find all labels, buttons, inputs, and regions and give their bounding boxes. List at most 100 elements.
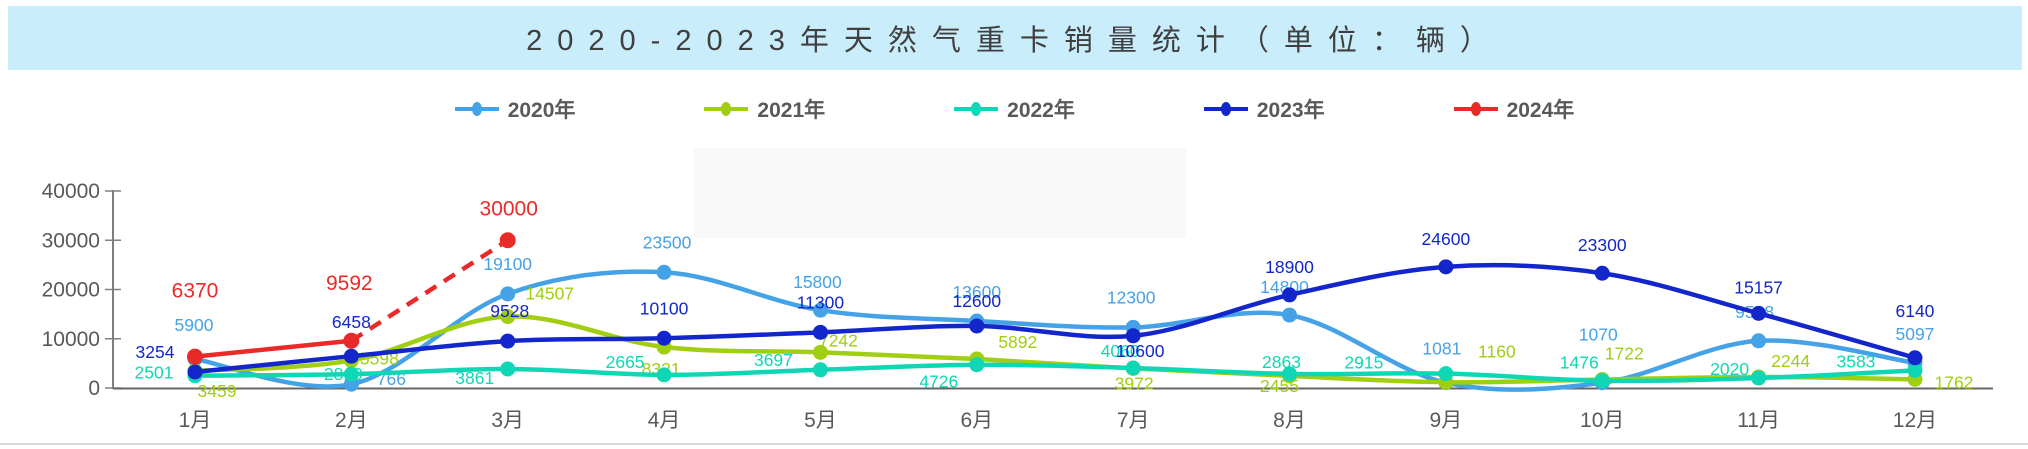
x-tick-label: 12月 [1893,409,1937,432]
data-label: 5097 [1895,324,1934,344]
data-label: 9528 [490,301,529,321]
series-line [350,238,509,343]
y-tick-label: 40000 [42,180,100,203]
data-point [656,330,672,346]
data-point [343,366,359,382]
y-tick-label: 30000 [42,229,100,252]
legend-item-label: 2020年 [507,99,576,122]
data-point [812,324,828,340]
data-point [343,332,360,349]
data-label: 5900 [175,315,214,335]
data-point [187,364,203,380]
data-point [1751,370,1767,386]
legend-marker-icon [704,102,749,116]
legend-item-2022[interactable]: 2022年 [953,94,1075,124]
data-point [812,302,828,318]
x-tick-label: 6月 [960,409,993,432]
data-label: 3254 [136,342,175,362]
data-point [812,344,828,360]
data-point [1282,287,1298,303]
data-label: 1476 [1560,353,1599,373]
data-point [1751,333,1767,349]
legend-item-label: 2021年 [757,99,826,122]
legend-marker-icon [1453,102,1498,116]
data-point [656,367,672,383]
data-label: 1160 [1478,341,1516,361]
data-point [1282,307,1298,323]
data-point [343,348,359,364]
bottom-divider [0,443,2028,445]
data-label: 1081 [1422,339,1461,359]
data-label: 1762 [1934,372,1973,392]
x-tick-label: 1月 [179,409,212,432]
x-tick-label: 4月 [648,409,681,432]
data-label: 10100 [640,298,689,318]
data-point [1282,366,1298,382]
data-label: 2819 [324,364,363,384]
data-point [1438,366,1454,382]
data-label: 5892 [998,332,1037,352]
series-2022: 2501 2819 3861 2665 3697 4726 4060 2863 2915 1476… [135,341,1923,392]
data-label: 14507 [525,284,574,304]
data-point [969,357,985,373]
series-line [194,338,352,359]
data-label: 19100 [483,254,532,274]
data-label: 7242 [819,330,858,350]
data-point [656,264,672,280]
data-label: 1722 [1605,344,1644,364]
data-point [499,232,516,249]
data-label: 23500 [643,232,692,252]
data-point [1125,360,1141,376]
data-label: 13600 [952,282,1001,302]
legend-marker-icon [454,102,499,116]
data-label: 15157 [1734,277,1783,297]
data-point [500,309,516,325]
y-tick-label: 0 [88,377,100,400]
chart-legend: 2020年 2021年 2022年 2023年 2024年 [0,94,2028,124]
data-label: 3583 [1836,351,1875,371]
data-label: 2665 [606,352,645,372]
legend-marker-icon [1203,102,1248,116]
data-point [500,361,516,377]
data-point [500,286,516,302]
data-point [187,348,203,365]
data-label: 6370 [172,280,219,303]
legend-item-2023[interactable]: 2023年 [1203,94,1325,124]
data-label: 6140 [1895,301,1934,321]
y-tick-label: 10000 [42,328,100,351]
legend-item-label: 2024年 [1506,99,1575,122]
data-label: 2244 [1771,351,1810,371]
legend-item-label: 2022年 [1007,99,1075,122]
data-label: 23300 [1578,235,1627,255]
data-label: 6458 [332,312,371,332]
data-point [500,333,516,349]
data-label: 9592 [326,272,373,295]
x-tick-label: 10月 [1580,409,1624,432]
y-tick-label: 20000 [42,279,100,302]
series-2024: 6370 9592 30000 [172,197,538,365]
data-label: 2863 [1262,352,1301,372]
data-label: 2915 [1344,353,1383,373]
chart-title: 2020-2023年天然气重卡销量统计（单位：辆） [526,25,1504,57]
series-line [194,362,1916,384]
x-tick-label: 7月 [1117,409,1150,432]
data-label: 11300 [797,292,845,312]
data-label: 12300 [1107,287,1156,307]
data-label: 4060 [1101,341,1140,361]
legend-item-2020[interactable]: 2020年 [454,94,576,124]
data-label: 3861 [455,368,494,388]
watermark-patch [694,148,1186,238]
legend-item-2024[interactable]: 2024年 [1453,94,1575,124]
x-tick-label: 9月 [1430,409,1463,432]
legend-item-2021[interactable]: 2021年 [703,94,825,124]
legend-marker-icon [954,102,999,116]
data-point [969,318,985,334]
legend-item-label: 2023年 [1256,99,1325,122]
x-tick-label: 11月 [1737,409,1780,432]
data-label: 12600 [952,291,1001,311]
data-label: 24600 [1422,229,1471,249]
data-point [1594,265,1610,281]
data-point [1751,305,1767,321]
data-point [1594,373,1610,389]
